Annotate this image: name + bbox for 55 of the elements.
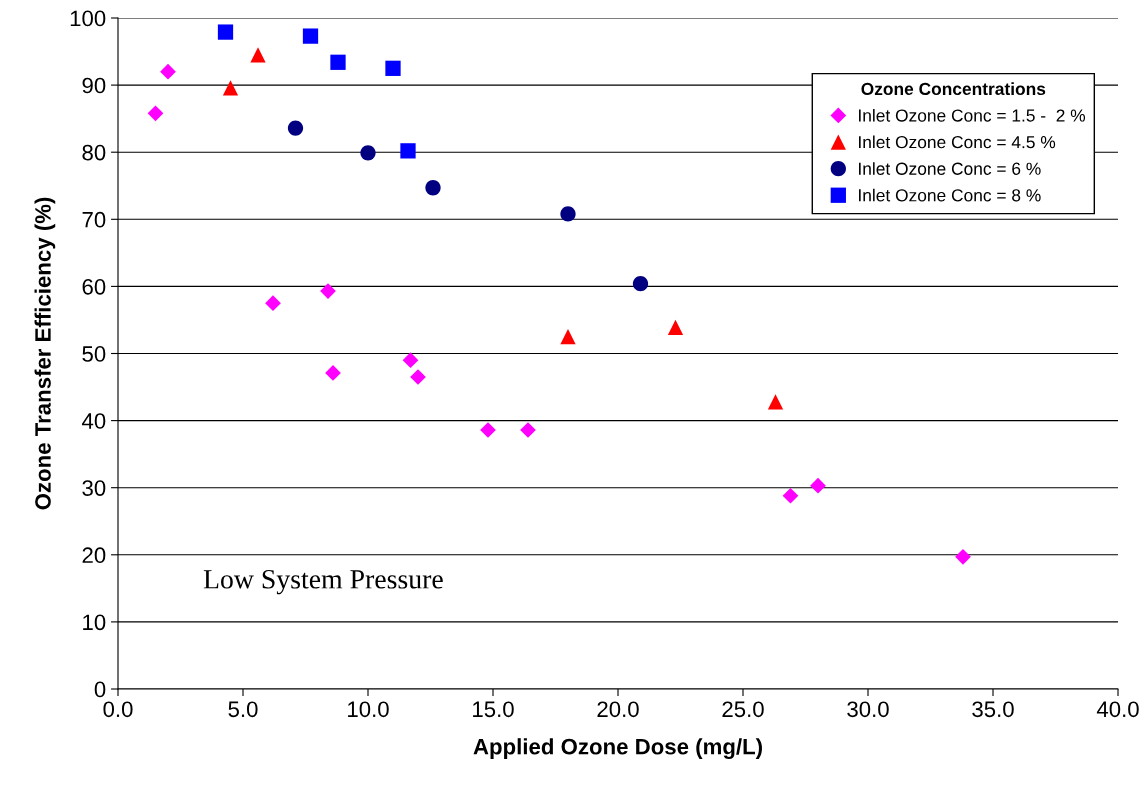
x-axis-title: Applied Ozone Dose (mg/L) — [473, 738, 762, 759]
point — [560, 206, 576, 222]
point — [402, 352, 419, 369]
x-tick-label: 5.0 — [228, 701, 258, 718]
x-tick-label: 20.0 — [597, 701, 639, 718]
y-tick-label: 80 — [82, 144, 106, 161]
point — [330, 54, 346, 70]
point — [782, 487, 799, 504]
point — [560, 329, 576, 345]
point — [222, 80, 239, 96]
point — [360, 145, 376, 161]
legend-label: Inlet Ozone Conc = 8 % — [859, 188, 1041, 202]
y-tick-label: 40 — [81, 413, 106, 429]
y-tick-label: 50 — [82, 346, 106, 362]
y-axis-title: Ozone Transfer Efficiency (%) — [34, 197, 56, 510]
point — [325, 365, 341, 381]
point — [217, 24, 234, 40]
point — [632, 276, 649, 292]
y-tick-label: 100 — [70, 10, 106, 27]
point — [320, 283, 336, 299]
y-tick-label: 60 — [82, 278, 106, 295]
y-tick-label: 10 — [83, 614, 106, 631]
point — [480, 422, 496, 438]
point — [667, 319, 684, 335]
y-tick-label: 20 — [82, 547, 106, 564]
point — [810, 477, 826, 494]
x-tick-label: 25.0 — [722, 701, 764, 718]
point — [160, 63, 176, 80]
point — [410, 369, 426, 385]
point — [265, 295, 281, 312]
legend-title: Ozone Concentrations — [861, 82, 1046, 96]
point — [767, 394, 784, 410]
x-tick-label: 10.0 — [348, 701, 389, 718]
point — [955, 548, 971, 565]
annotation: Low System Pressure — [203, 569, 443, 595]
point — [250, 47, 266, 63]
point — [520, 422, 536, 438]
legend-label: Inlet Ozone Conc = 6 % — [859, 162, 1041, 175]
x-tick-label: 15.0 — [473, 701, 514, 718]
point — [147, 105, 164, 122]
x-tick-label: 30.0 — [847, 701, 889, 718]
point — [302, 28, 319, 44]
point — [425, 180, 441, 196]
point — [287, 120, 304, 136]
y-tick-label: 0 — [94, 681, 106, 698]
legend-label: Inlet Ozone Conc = 4.5 % — [859, 135, 1056, 149]
y-tick-label: 30 — [82, 480, 106, 496]
x-tick-label: 40.0 — [1096, 701, 1139, 718]
legend-label: Inlet Ozone Conc = 1.5 - 2 % — [859, 108, 1086, 122]
x-tick-label: 0.0 — [103, 701, 133, 718]
point — [400, 143, 416, 159]
x-tick-label: 35.0 — [972, 701, 1014, 718]
y-tick-label: 90 — [82, 77, 106, 94]
y-tick-label: 70 — [82, 211, 106, 228]
point — [385, 60, 401, 76]
